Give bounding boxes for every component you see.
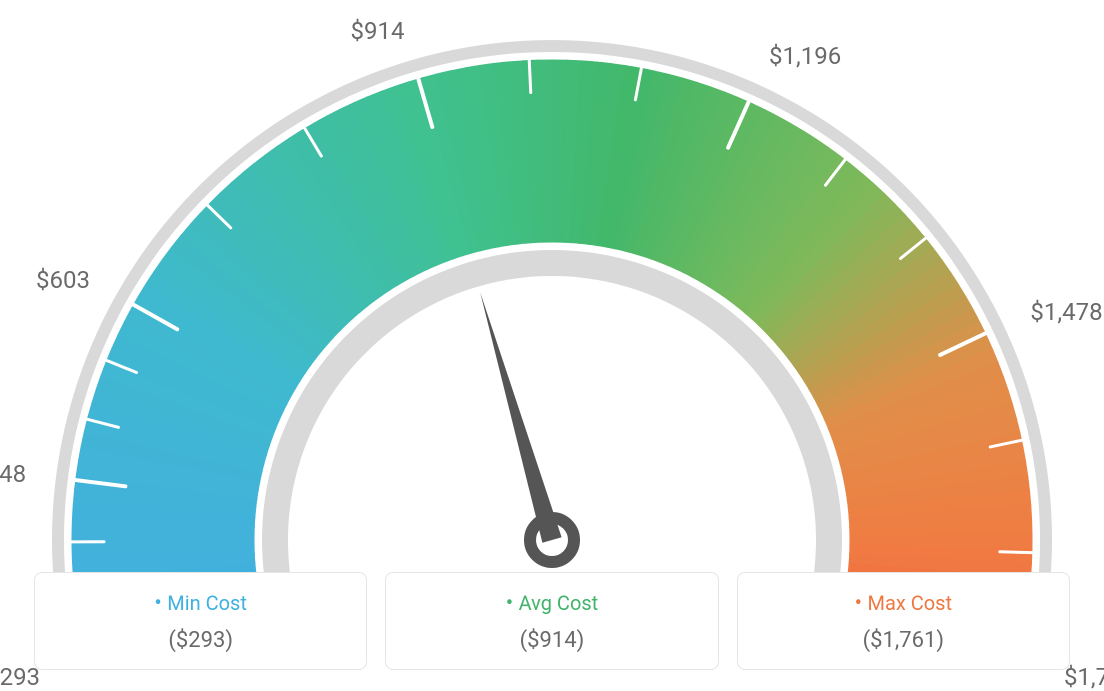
gauge-area: $293$448$603$914$1,196$1,478$1,761 bbox=[0, 0, 1104, 560]
gauge-tick-label: $448 bbox=[0, 460, 26, 488]
legend-title-min: Min Cost bbox=[35, 591, 366, 616]
gauge-arc bbox=[72, 60, 1032, 580]
gauge-tick-label: $1,196 bbox=[769, 42, 841, 70]
legend-card-max: Max Cost ($1,761) bbox=[737, 572, 1070, 670]
legend-card-avg: Avg Cost ($914) bbox=[385, 572, 718, 670]
gauge-needle bbox=[480, 292, 561, 543]
legend-card-min: Min Cost ($293) bbox=[34, 572, 367, 670]
gauge-tick-label: $1,478 bbox=[1030, 298, 1102, 326]
legend-title-max: Max Cost bbox=[738, 591, 1069, 616]
gauge-tick-label: $603 bbox=[36, 266, 90, 294]
legend-value-avg: ($914) bbox=[386, 628, 717, 653]
gauge-svg bbox=[0, 0, 1104, 580]
legend-value-min: ($293) bbox=[35, 628, 366, 653]
legend-title-avg: Avg Cost bbox=[386, 591, 717, 616]
chart-wrapper: $293$448$603$914$1,196$1,478$1,761 Min C… bbox=[0, 0, 1104, 690]
gauge-tick-label: $914 bbox=[350, 17, 404, 45]
legend-value-max: ($1,761) bbox=[738, 628, 1069, 653]
legend-row: Min Cost ($293) Avg Cost ($914) Max Cost… bbox=[34, 572, 1070, 670]
